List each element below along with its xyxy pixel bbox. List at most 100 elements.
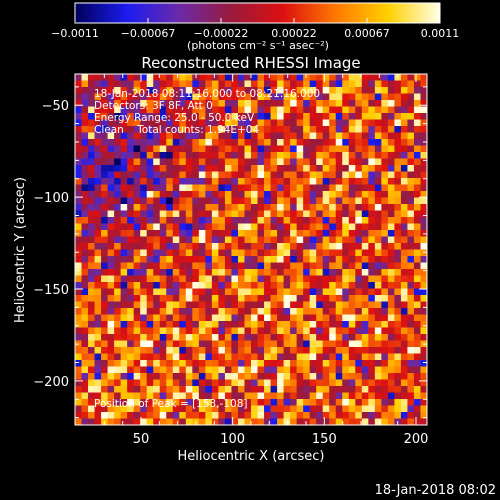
heatmap-cell: [88, 275, 95, 283]
heatmap-cell: [172, 288, 180, 296]
heatmap-cell: [166, 360, 174, 367]
heatmap-cell: [146, 106, 154, 114]
heatmap-cell: [420, 295, 427, 302]
heatmap-cell: [211, 353, 219, 361]
heatmap-cell: [88, 418, 95, 425]
heatmap-cell: [368, 197, 376, 205]
heatmap-cell: [153, 379, 161, 387]
heatmap-cell: [81, 399, 89, 406]
heatmap-cell: [277, 249, 284, 257]
heatmap-cell: [205, 340, 213, 348]
heatmap-cell: [290, 184, 298, 192]
heatmap-cell: [179, 230, 187, 237]
heatmap-cell: [251, 204, 258, 211]
heatmap-cell: [387, 353, 395, 361]
heatmap-cell: [374, 386, 382, 393]
heatmap-cell: [237, 152, 245, 159]
heatmap-cell: [218, 126, 226, 133]
heatmap-cell: [205, 282, 213, 289]
heatmap-cell: [146, 327, 154, 335]
heatmap-cell: [198, 106, 206, 114]
heatmap-cell: [81, 405, 89, 413]
heatmap-cell: [296, 379, 304, 387]
heatmap-cell: [166, 184, 174, 192]
heatmap-cell: [290, 210, 298, 218]
heatmap-cell: [192, 321, 200, 328]
heatmap-cell: [283, 217, 291, 224]
heatmap-cell: [179, 269, 187, 276]
heatmap-cell: [316, 119, 324, 127]
heatmap-cell: [198, 165, 206, 172]
heatmap-cell: [146, 418, 154, 425]
heatmap-cell: [224, 223, 232, 231]
heatmap-cell: [127, 353, 135, 361]
heatmap-cell: [329, 184, 337, 192]
heatmap-cell: [107, 301, 115, 309]
heatmap-cell: [231, 256, 239, 263]
heatmap-cell: [303, 412, 311, 419]
heatmap-cell: [264, 269, 271, 276]
heatmap-cell: [133, 80, 141, 88]
heatmap-cell: [329, 399, 337, 406]
heatmap-cell: [296, 158, 304, 166]
heatmap-cell: [159, 119, 167, 127]
heatmap-cell: [368, 106, 376, 114]
heatmap-cell: [205, 314, 213, 322]
heatmap-cell: [133, 275, 141, 283]
heatmap-cell: [81, 217, 89, 224]
heatmap-cell: [264, 119, 271, 127]
heatmap-cell: [355, 210, 363, 218]
heatmap-cell: [277, 399, 284, 406]
heatmap-cell: [88, 334, 95, 341]
heatmap-cell: [342, 379, 350, 387]
heatmap-cell: [205, 360, 213, 367]
heatmap-cell: [335, 347, 343, 354]
heatmap-cell: [277, 334, 284, 341]
heatmap-cell: [251, 386, 258, 393]
heatmap-cell: [309, 340, 317, 348]
heatmap-cell: [355, 100, 363, 107]
heatmap-cell: [270, 399, 278, 406]
heatmap-cell: [244, 158, 252, 166]
heatmap-cell: [335, 262, 343, 270]
heatmap-cell: [316, 204, 324, 211]
heatmap-cell: [75, 87, 82, 94]
heatmap-cell: [133, 314, 141, 322]
heatmap-cell: [420, 204, 427, 211]
heatmap-cell: [94, 334, 102, 341]
heatmap-cell: [185, 282, 193, 289]
heatmap-cell: [329, 327, 337, 335]
heatmap-cell: [381, 366, 389, 374]
heatmap-cell: [146, 204, 154, 211]
heatmap-cell: [146, 210, 154, 218]
heatmap-cell: [420, 126, 427, 133]
heatmap-cell: [407, 256, 415, 263]
heatmap-cell: [413, 106, 421, 114]
heatmap-cell: [303, 308, 311, 315]
heatmap-cell: [205, 158, 213, 166]
heatmap-cell: [303, 249, 311, 257]
heatmap-cell: [387, 204, 395, 211]
heatmap-cell: [114, 197, 122, 205]
heatmap-cell: [198, 373, 206, 380]
heatmap-cell: [107, 366, 115, 374]
heatmap-cell: [407, 113, 415, 120]
heatmap-cell: [309, 308, 317, 315]
heatmap-cell: [277, 210, 284, 218]
heatmap-cell: [237, 87, 245, 94]
heatmap-cell: [114, 152, 122, 159]
heatmap-cell: [303, 93, 311, 101]
heatmap-cell: [361, 308, 369, 315]
heatmap-cell: [316, 197, 324, 205]
heatmap-cell: [101, 256, 108, 263]
heatmap-cell: [75, 379, 82, 387]
heatmap-cell: [153, 126, 161, 133]
heatmap-cell: [172, 327, 180, 335]
heatmap-cell: [413, 405, 421, 413]
heatmap-cell: [94, 145, 102, 153]
heatmap-cell: [290, 347, 298, 354]
footer-timestamp: 18-Jan-2018 08:02: [375, 483, 496, 498]
heatmap-cell: [413, 217, 421, 224]
heatmap-cell: [413, 171, 421, 179]
heatmap-cell: [413, 126, 421, 133]
